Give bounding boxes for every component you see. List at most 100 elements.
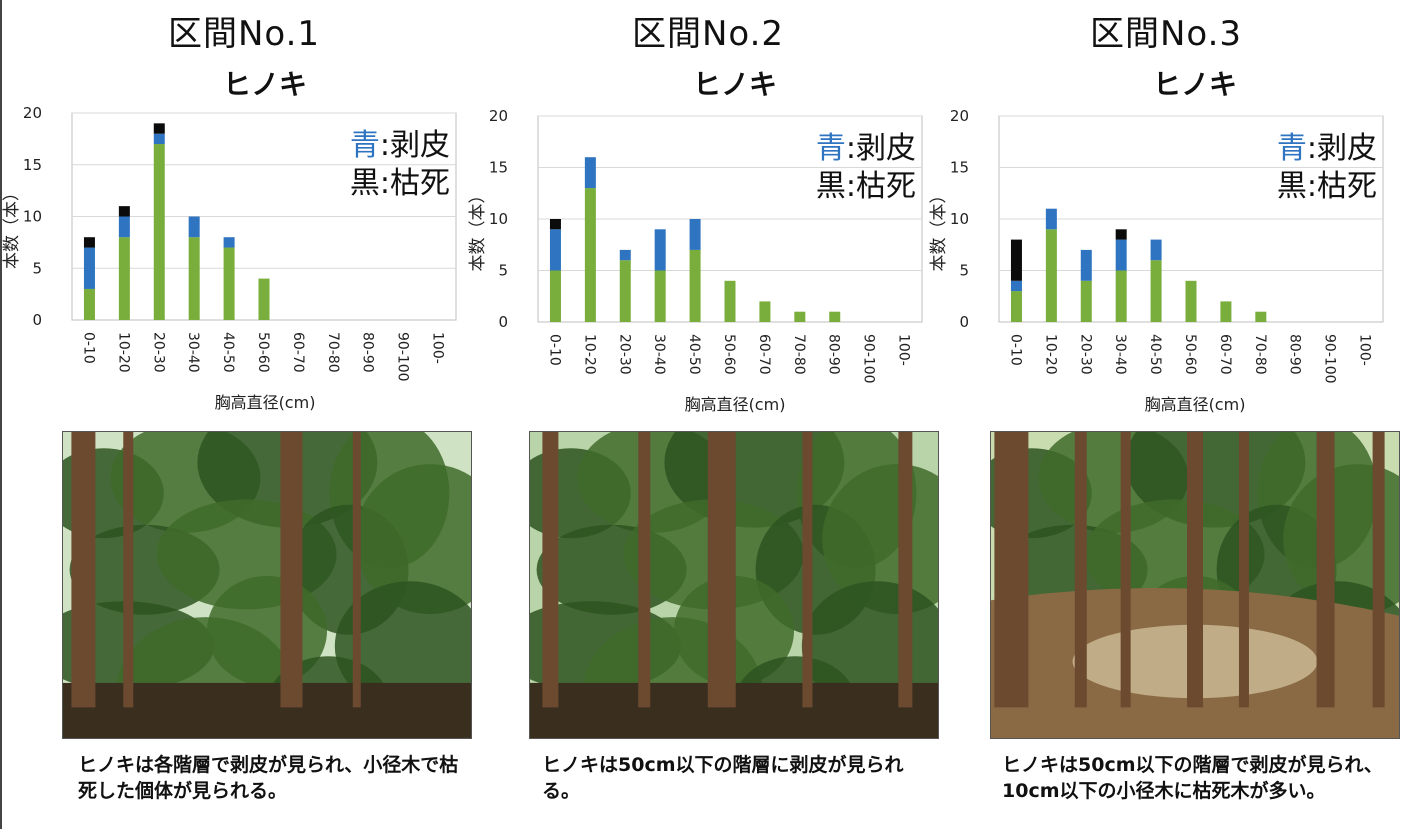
bar-segment [83,288,95,320]
y-tick-label: 5 [498,262,508,280]
x-axis-label: 胸高直径(cm) [215,393,316,412]
bar-segment [794,311,806,322]
x-tick-label: 30-40 [651,334,667,375]
x-tick-label: 100- [430,332,446,364]
forest-photo-graphic [63,432,471,738]
legend-entry: 青:剥皮 [816,131,916,166]
x-tick-label: 0-10 [1007,334,1023,366]
legend-color-label: 青 [350,128,380,163]
bar-segment [1150,239,1162,261]
y-tick-label: 20 [489,107,508,125]
y-axis-label: 本数（本） [929,187,949,272]
bar-segment [549,270,561,322]
section-panel-1: 区間No.1 ヒノキ 0 5 10 15 20 本数（本） 0-10 10-20 20-30 30-… [0,0,472,829]
bar-segment [153,123,165,134]
bar-segment [619,260,631,322]
bar-segment [188,237,200,320]
x-tick-label: 20-30 [150,332,166,373]
bar-chart: ヒノキ 0 5 10 15 20 本数（本） 0-10 10-20 20-30 30-40 40-50… [468,68,923,414]
y-tick-label: 5 [32,259,42,277]
tree-trunk [1316,432,1335,708]
x-tick-label: 10-20 [581,334,597,375]
page-left-border [0,0,2,829]
legend-entry: 黒:枯死 [1277,169,1377,204]
tree-trunk [352,432,361,708]
x-tick-label: 60-70 [290,332,306,373]
bar-chart: ヒノキ 0 5 10 15 20 本数（本） 0-10 10-20 20-30 30-40 40-50… [929,68,1384,414]
tree-trunk [898,432,913,708]
x-tick-label: 50-60 [721,334,737,375]
section-title: 区間No.2 [631,14,785,54]
bar-segment [1220,301,1232,322]
foliage [1283,464,1399,615]
bar-segment [1010,280,1022,292]
x-tick-label: 100- [896,334,912,366]
bar-segment [83,247,95,289]
bar-segment [724,280,736,322]
bar-segment [153,133,165,145]
bar-segment [118,237,130,320]
chart-title: ヒノキ [223,68,307,101]
chart-title: ヒノキ [693,68,777,101]
bar-segment [1080,249,1092,281]
foliage [355,464,471,615]
x-tick-label: 50-60 [1182,334,1198,375]
bar-segment [1010,239,1022,281]
tree-trunk [280,432,303,708]
photo-caption: ヒノキは各階層で剥皮が見られ、小径木で枯死した個体が見られる。 [78,754,459,802]
legend-entry: 黒:枯死 [816,169,916,204]
x-tick-label: 70-80 [791,334,807,375]
x-tick-label: 30-40 [185,332,201,373]
x-tick-label: 20-30 [1077,334,1093,375]
bar-segment [153,144,165,320]
x-tick-label: 90-100 [861,334,877,384]
x-tick-label: 80-90 [826,334,842,375]
x-tick-label: 80-90 [1287,334,1303,375]
forest-photo-graphic [530,432,938,738]
bar-segment [223,237,235,248]
bar-segment [654,270,666,322]
legend-label: :剥皮 [380,128,450,163]
y-tick-label: 20 [23,104,42,122]
tree-trunk [1238,432,1249,708]
legend-label: :剥皮 [1307,131,1377,166]
photo-caption: ヒノキは50cm以下の階層に剥皮が見られる。 [542,754,904,802]
x-tick-label: 60-70 [756,334,772,375]
x-tick-label: 0-10 [546,334,562,366]
bar-segment [118,206,130,217]
tree-trunk [1074,432,1087,708]
y-tick-label: 5 [959,262,969,280]
bar-segment [1115,239,1127,271]
legend-color-label: 青 [816,131,846,166]
bar-segment [258,278,270,320]
legend-label: :剥皮 [846,131,916,166]
section-panel-3: 区間No.3 ヒノキ 0 5 10 15 20 本数（本） 0-10 10-20 20-30 30-… [929,0,1400,829]
photo-caption: ヒノキは50cm以下の階層で剥皮が見られ、10cm以下の小径木に枯死木が多い。 [1002,754,1383,802]
forest-photo [529,431,939,739]
x-tick-label: 70-80 [1252,334,1268,375]
legend-label: :枯死 [846,169,916,204]
chart-title: ヒノキ [1153,68,1237,101]
bar-segment [1150,260,1162,322]
section-panel-2: 区間No.2 ヒノキ 0 5 10 15 20 本数（本） 0-10 10-20 20-30 30-… [468,0,939,829]
bar-segment [689,249,701,322]
x-tick-label: 40-50 [220,332,236,373]
y-tick-label: 20 [950,107,969,125]
x-tick-label: 10-20 [115,332,131,373]
tree-trunk [71,432,96,708]
x-tick-label: 20-30 [616,334,632,375]
y-tick-label: 15 [489,159,508,177]
bar-segment [1010,291,1022,322]
x-tick-label: 90-100 [395,332,411,382]
forest-photo [62,431,472,739]
bar-chart: ヒノキ 0 5 10 15 20 本数（本） 0-10 10-20 20-30 30-40 40-50… [2,68,457,412]
bar-segment [829,311,841,322]
bar-segment [654,229,666,271]
bar-segment [188,216,200,238]
forest-photo [990,431,1400,739]
y-tick-label: 10 [489,210,508,228]
bar-segment [1045,208,1057,230]
y-axis-label: 本数（本） [468,187,488,272]
tree-trunk [1120,432,1131,708]
x-tick-label: 60-70 [1217,334,1233,375]
